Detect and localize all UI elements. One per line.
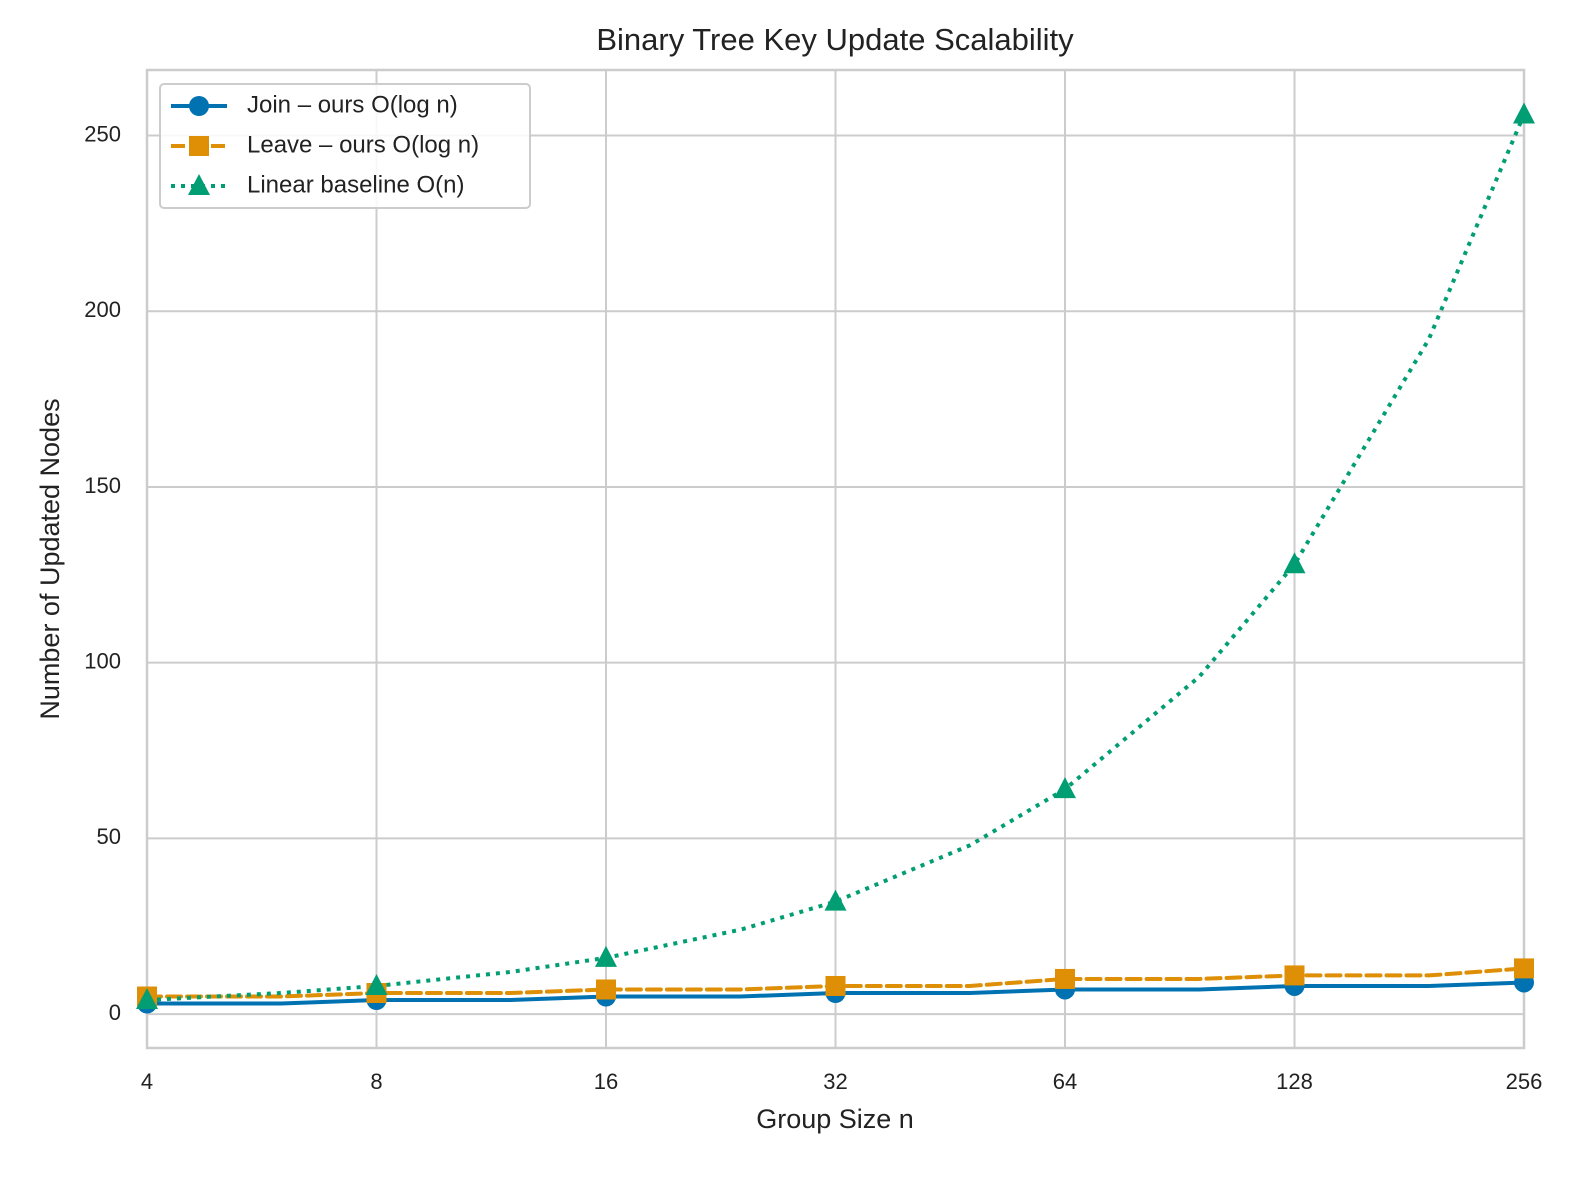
y-tick-label: 150	[84, 473, 121, 498]
y-tick-label: 100	[84, 648, 121, 673]
data-point	[825, 975, 846, 996]
y-tick-label: 50	[97, 824, 121, 849]
x-tick-label: 32	[823, 1069, 847, 1094]
legend-label: Linear baseline O(n)	[247, 171, 464, 198]
plot-frame	[145, 68, 1526, 1050]
y-tick-label: 0	[109, 1000, 121, 1025]
x-tick-label: 4	[141, 1069, 153, 1094]
legend-label: Join – ours O(log n)	[247, 91, 458, 118]
x-tick-label: 8	[370, 1069, 382, 1094]
data-point	[1055, 968, 1075, 989]
data-point	[1514, 958, 1534, 979]
data-point	[596, 979, 616, 1000]
legend-box	[159, 83, 531, 209]
x-axis-label: Group Size n	[756, 1104, 914, 1134]
x-tick-label: 256	[1506, 1069, 1543, 1094]
y-tick-label: 250	[84, 121, 121, 146]
legend-label: Leave – ours O(log n)	[247, 131, 479, 158]
data-point	[1513, 102, 1535, 124]
x-tick-label: 16	[594, 1069, 618, 1094]
y-tick-label: 200	[84, 297, 121, 322]
data-point	[1283, 552, 1306, 574]
legend-marker	[189, 136, 209, 156]
x-tick-label: 64	[1053, 1069, 1077, 1094]
chart-title: Binary Tree Key Update Scalability	[596, 22, 1074, 57]
legend-marker	[188, 174, 210, 195]
data-point	[136, 988, 158, 1010]
data-point	[365, 973, 388, 995]
x-tick-label: 128	[1276, 1069, 1313, 1094]
data-point	[1284, 965, 1305, 986]
legend-marker	[189, 96, 209, 116]
data-point	[824, 889, 847, 911]
data-point	[595, 945, 617, 967]
data-point	[1054, 777, 1076, 799]
legend: Join – ours O(log n) Leave – ours O(log n…	[159, 83, 531, 209]
y-axis-label: Number of Updated Nodes	[35, 398, 65, 719]
